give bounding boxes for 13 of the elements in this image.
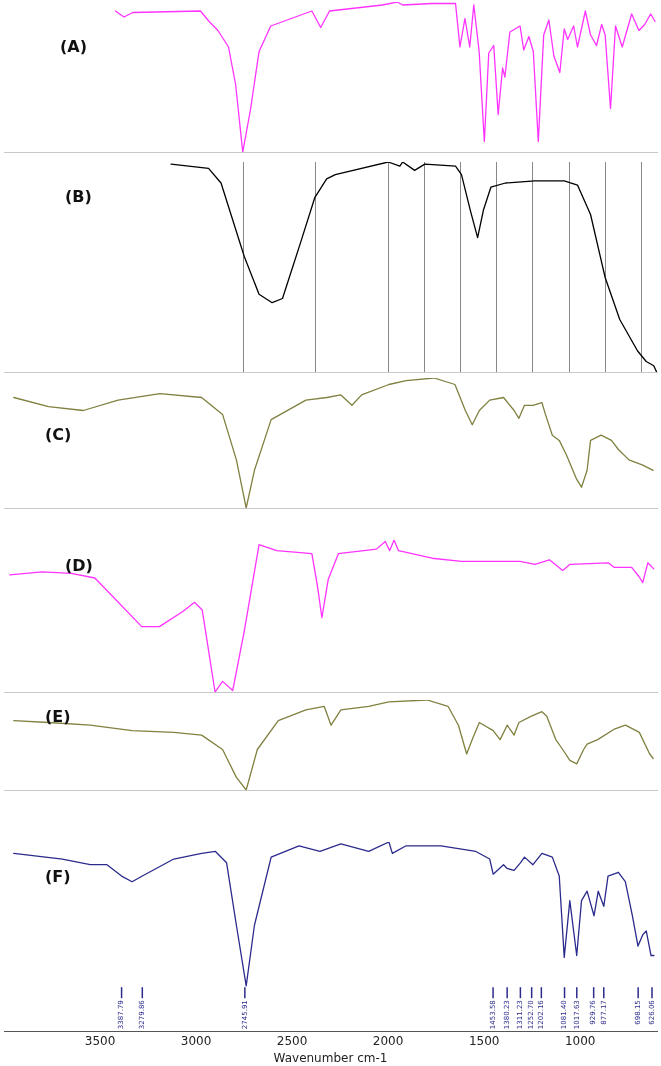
annotation: (D) xyxy=(65,556,93,576)
annotation: (E) xyxy=(45,707,71,727)
x-tick-label: 3000 xyxy=(180,1033,212,1048)
annotation: (B) xyxy=(65,187,92,207)
x-tick-label: 1500 xyxy=(468,1033,500,1048)
x-tick-label: 3500 xyxy=(84,1033,116,1048)
x-tick-label: 1000 xyxy=(564,1033,596,1048)
annotation: (F) xyxy=(45,867,71,887)
x-tick-label: 2000 xyxy=(372,1033,404,1048)
annotation: (C) xyxy=(45,425,72,445)
x-axis-title: Wavenumber cm-1 xyxy=(273,1050,388,1065)
x-tick-label: 2500 xyxy=(276,1033,308,1048)
annotation: (A) xyxy=(60,37,88,57)
